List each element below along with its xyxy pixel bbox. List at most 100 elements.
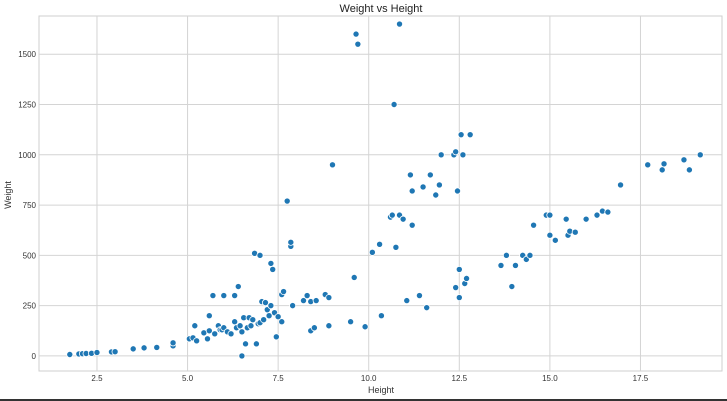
data-point — [582, 215, 590, 223]
data-point — [452, 148, 460, 156]
data-point — [256, 251, 264, 259]
y-tick-label: 1000 — [18, 151, 36, 160]
data-point — [267, 302, 275, 310]
data-point — [459, 151, 467, 159]
data-point — [526, 251, 534, 259]
data-point — [260, 316, 268, 324]
grid — [39, 16, 722, 371]
data-point — [111, 348, 119, 356]
data-point — [457, 131, 465, 139]
chart-title: Weight vs Height — [340, 3, 423, 15]
data-point — [231, 292, 239, 300]
data-point — [388, 211, 396, 219]
data-point — [272, 333, 280, 341]
data-point — [423, 304, 431, 312]
data-point — [310, 324, 318, 332]
data-point — [432, 191, 440, 199]
data-point — [325, 294, 333, 302]
data-point — [261, 299, 269, 307]
data-point — [660, 160, 668, 168]
data-point — [658, 166, 666, 174]
y-tick-label: 750 — [23, 201, 37, 210]
y-tick-label: 250 — [23, 302, 37, 311]
data-point — [169, 339, 177, 347]
data-point — [287, 238, 295, 246]
data-point — [437, 151, 445, 159]
data-point — [419, 183, 427, 191]
data-point — [280, 288, 288, 296]
plot-area — [38, 15, 723, 372]
data-point — [231, 318, 239, 326]
y-tick-label: 1500 — [18, 50, 36, 59]
data-point — [593, 211, 601, 219]
x-axis-ticks: 2.5 5.0 7.5 10.0 12.5 15.0 17.5 — [91, 374, 648, 383]
data-point — [93, 348, 101, 356]
data-point — [303, 292, 311, 300]
data-point — [685, 166, 693, 174]
data-point — [368, 248, 376, 256]
data-point — [328, 161, 336, 169]
data-point — [551, 236, 559, 244]
data-point — [452, 284, 460, 292]
data-point — [347, 318, 355, 326]
data-point — [435, 181, 443, 189]
data-point — [242, 340, 250, 348]
data-point — [644, 161, 652, 169]
data-point — [211, 330, 219, 338]
data-point — [236, 322, 244, 330]
data-point — [66, 351, 74, 359]
data-point — [278, 318, 286, 326]
x-tick-label: 7.5 — [273, 374, 285, 383]
data-point — [193, 337, 201, 345]
data-point — [252, 340, 260, 348]
data-point — [415, 292, 423, 300]
y-axis-ticks: 0 250 500 750 1000 1250 1500 — [18, 50, 36, 361]
x-tick-label: 17.5 — [633, 374, 649, 383]
data-point — [406, 171, 414, 179]
data-point — [466, 131, 474, 139]
data-point — [390, 100, 398, 108]
data-point — [140, 344, 148, 352]
data-point — [408, 187, 416, 195]
x-tick-label: 15.0 — [542, 374, 558, 383]
data-point — [530, 221, 538, 229]
y-tick-label: 500 — [23, 251, 37, 260]
data-point — [408, 221, 416, 229]
data-point — [265, 312, 273, 320]
data-point — [696, 151, 704, 159]
data-point — [203, 335, 211, 343]
data-point — [205, 327, 213, 335]
data-point — [352, 30, 360, 38]
data-point — [508, 283, 516, 291]
data-point — [274, 313, 282, 321]
data-point — [453, 187, 461, 195]
y-tick-label: 0 — [32, 352, 37, 361]
data-point — [205, 312, 213, 320]
data-point — [312, 297, 320, 305]
data-point — [455, 294, 463, 302]
data-point — [289, 302, 297, 310]
data-point — [354, 40, 362, 48]
y-axis-label: Weight — [3, 181, 13, 209]
data-point — [350, 273, 358, 281]
data-point — [377, 312, 385, 320]
data-point — [571, 228, 579, 236]
data-point — [617, 181, 625, 189]
data-point — [267, 259, 275, 267]
window-bottom-border — [0, 399, 727, 401]
data-point — [249, 316, 257, 324]
data-point — [300, 297, 308, 305]
data-point — [392, 243, 400, 251]
data-point — [396, 20, 404, 28]
data-point — [680, 156, 688, 164]
data-point — [455, 265, 463, 273]
data-point — [463, 274, 471, 282]
data-point — [546, 231, 554, 239]
data-point — [426, 171, 434, 179]
data-point — [399, 215, 407, 223]
data-point — [191, 322, 199, 330]
data-point — [325, 322, 333, 330]
x-tick-label: 2.5 — [91, 374, 103, 383]
y-tick-label: 1250 — [18, 100, 36, 109]
